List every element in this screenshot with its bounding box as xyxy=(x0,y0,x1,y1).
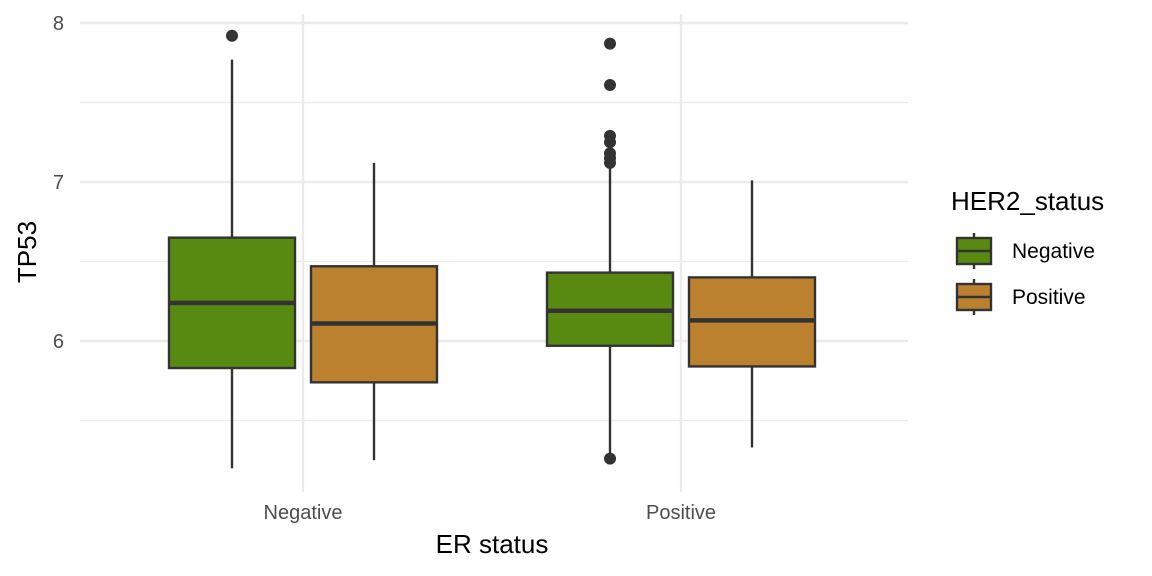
outlier-point xyxy=(604,147,616,160)
x-axis-title: ER status xyxy=(436,529,549,559)
y-tick-label: 6 xyxy=(53,331,64,353)
outlier-point xyxy=(604,37,616,50)
y-tick-label: 7 xyxy=(53,172,64,194)
x-tick-label: Positive xyxy=(646,502,716,524)
legend-label: Negative xyxy=(1012,240,1095,263)
box-plots xyxy=(167,29,817,469)
box-positive-positive xyxy=(687,180,817,448)
outlier-point xyxy=(604,129,616,142)
outlier-point xyxy=(226,29,238,42)
y-tick-label: 8 xyxy=(53,13,64,35)
y-axis-ticks: 6 7 8 xyxy=(53,13,64,353)
box-negative-negative xyxy=(167,29,297,469)
legend-title: HER2_status xyxy=(951,186,1104,216)
legend-item-negative: Negative xyxy=(955,233,1095,269)
legend-label: Positive xyxy=(1012,286,1086,309)
box-negative-positive xyxy=(545,37,675,465)
outlier-point xyxy=(604,452,616,465)
legend-item-positive: Positive xyxy=(955,279,1086,315)
outlier-point xyxy=(604,79,616,92)
x-axis-ticks: Negative Positive xyxy=(264,502,716,524)
legend: HER2_status Negative Positive xyxy=(951,186,1104,315)
x-tick-label: Negative xyxy=(264,502,343,524)
box-positive-negative xyxy=(309,162,439,461)
y-axis-title: TP53 xyxy=(12,221,42,283)
